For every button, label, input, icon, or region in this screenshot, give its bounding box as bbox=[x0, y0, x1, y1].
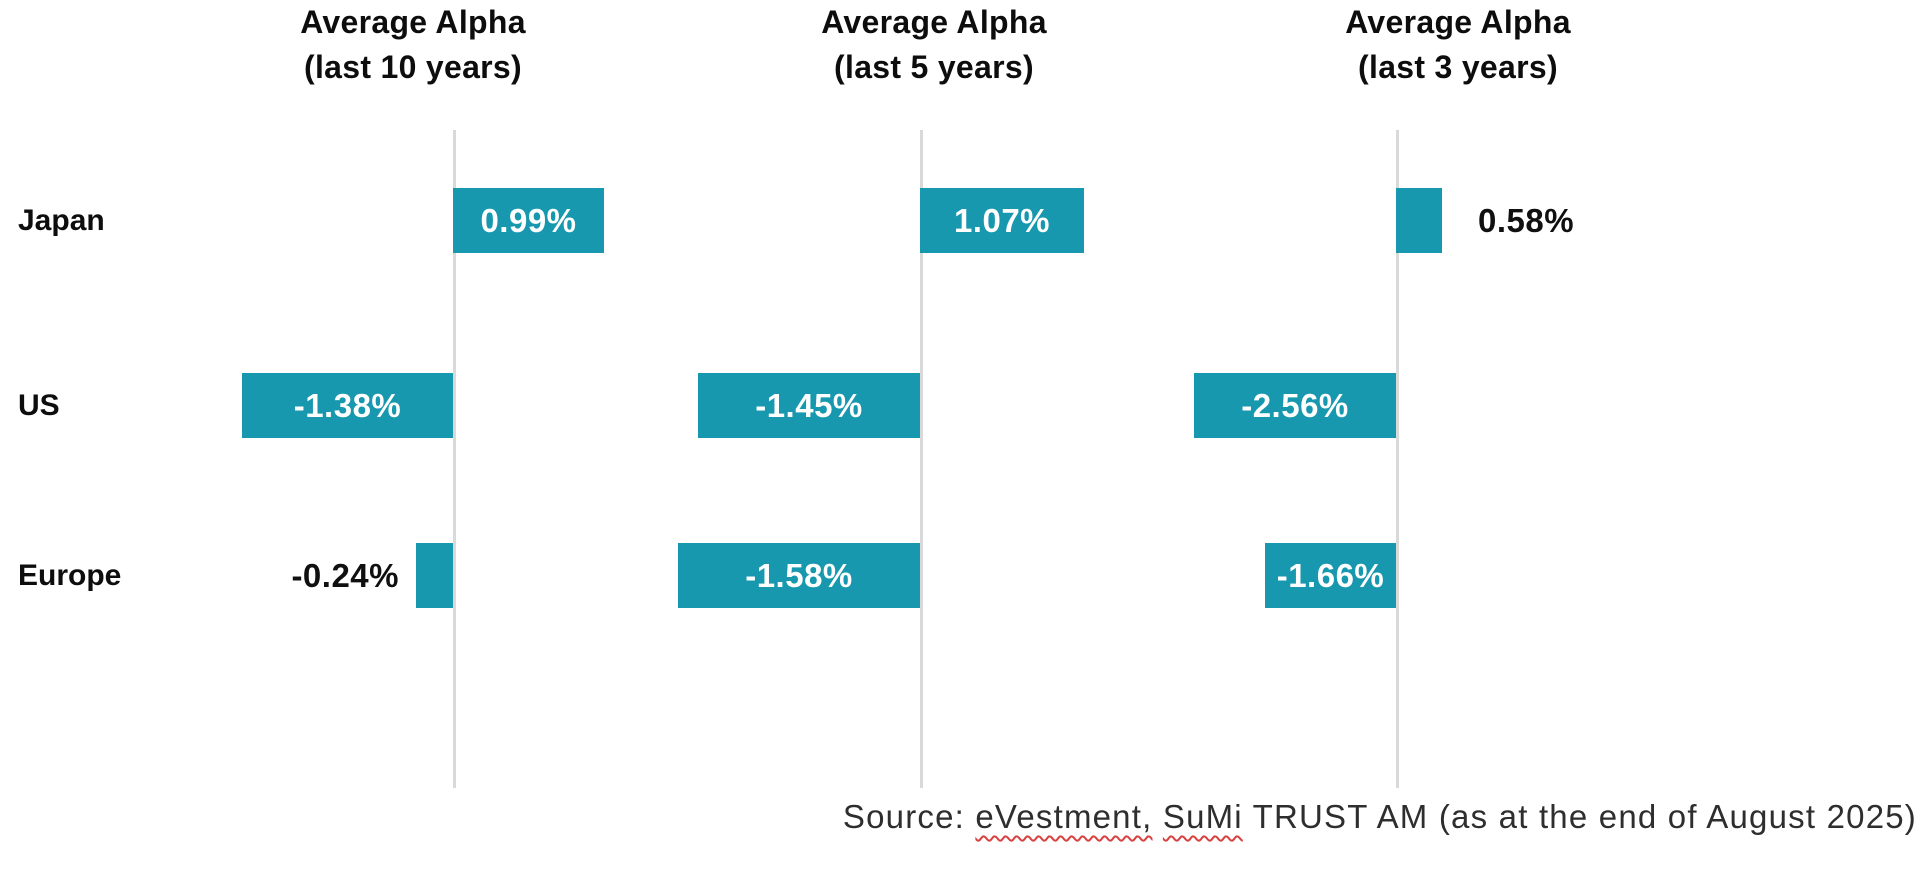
panel-title-last-3-years: Average Alpha (last 3 years) bbox=[1345, 0, 1571, 90]
source-separator bbox=[1152, 798, 1162, 835]
bar-value-label: 0.99% bbox=[480, 202, 577, 239]
bar-europe-5y: -1.58% bbox=[678, 543, 920, 608]
bar-value-label: -1.38% bbox=[293, 387, 402, 424]
panel-title-last-5-years: Average Alpha (last 5 years) bbox=[821, 0, 1047, 90]
bar-value-label: 1.07% bbox=[953, 202, 1051, 239]
panel-title-line1: Average Alpha bbox=[821, 4, 1047, 40]
bar-japan-5y: 1.07% bbox=[920, 188, 1084, 253]
panel-title-last-10-years: Average Alpha (last 10 years) bbox=[300, 0, 526, 90]
bar-japan-10y: 0.99% bbox=[453, 188, 604, 253]
panel-title-line1: Average Alpha bbox=[300, 4, 526, 40]
zero-axis-line-3y bbox=[1396, 130, 1399, 788]
row-label-europe: Europe bbox=[18, 559, 122, 592]
bar-value-label: -0.24% bbox=[291, 557, 399, 594]
source-sumi: SuMi bbox=[1162, 798, 1243, 835]
zero-axis-line-10y bbox=[453, 130, 456, 788]
source-prefix: Source: bbox=[842, 798, 976, 835]
bar-value-label: -1.66% bbox=[1276, 557, 1385, 594]
bar-us-10y: -1.38% bbox=[242, 373, 453, 438]
source-suffix: TRUST AM (as at the end of August 2025) bbox=[1242, 798, 1917, 835]
panel-title-line1: Average Alpha bbox=[1345, 4, 1571, 40]
panel-title-line2: (last 10 years) bbox=[304, 49, 522, 85]
bar-us-3y: -2.56% bbox=[1194, 373, 1396, 438]
row-label-us: US bbox=[18, 389, 60, 422]
bar-value-label: -1.45% bbox=[755, 387, 863, 424]
panel-title-line2: (last 3 years) bbox=[1358, 49, 1558, 85]
bar-us-5y: -1.45% bbox=[698, 373, 920, 438]
bar-europe-3y: -1.66% bbox=[1265, 543, 1396, 608]
panel-title-line2: (last 5 years) bbox=[834, 49, 1034, 85]
bar-value-label: -1.58% bbox=[745, 557, 853, 594]
bar-europe-10y: -0.24% bbox=[291, 543, 453, 608]
source-evestment: eVestment, bbox=[975, 798, 1153, 835]
bar-value-label: -2.56% bbox=[1241, 387, 1349, 424]
row-label-japan: Japan bbox=[18, 204, 105, 237]
source-note: Source: eVestment, SuMi TRUST AM (as at … bbox=[843, 798, 1917, 836]
bar-japan-3y: 0.58% bbox=[1396, 188, 1574, 253]
bar-value-label: 0.58% bbox=[1478, 202, 1575, 239]
zero-axis-line-5y bbox=[920, 130, 923, 788]
